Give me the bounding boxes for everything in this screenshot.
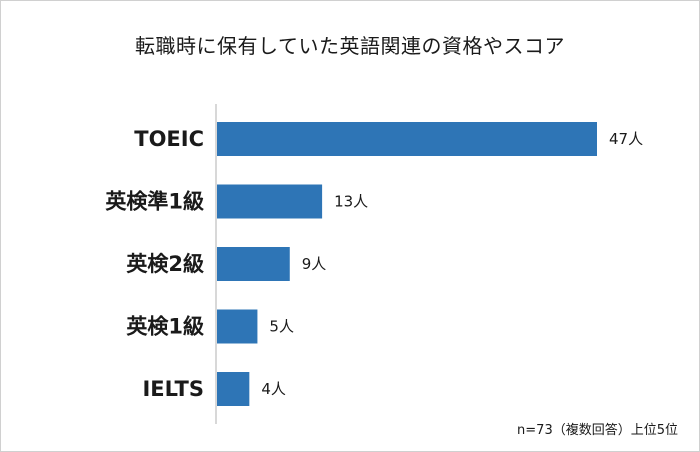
bar-4 xyxy=(217,372,250,406)
value-label: 13人 xyxy=(334,193,368,211)
value-label: 9人 xyxy=(302,255,327,273)
category-label: 英検2級 xyxy=(126,252,204,276)
bar-3 xyxy=(217,309,258,344)
category-label: 英検準1級 xyxy=(105,190,204,214)
value-label: 4人 xyxy=(261,380,286,398)
footnote: n=73（複数回答）上位5位 xyxy=(517,423,678,438)
chart-title: 転職時に保有していた英語関連の資格やスコア xyxy=(135,34,565,58)
value-label: 47人 xyxy=(609,130,643,148)
bar-2 xyxy=(217,247,290,281)
category-label: IELTS xyxy=(142,377,204,401)
category-label: TOEIC xyxy=(134,127,204,151)
value-label: 5人 xyxy=(269,318,294,336)
bar-0 xyxy=(217,122,597,156)
bar-1 xyxy=(217,184,323,219)
category-label: 英検1級 xyxy=(126,315,204,339)
